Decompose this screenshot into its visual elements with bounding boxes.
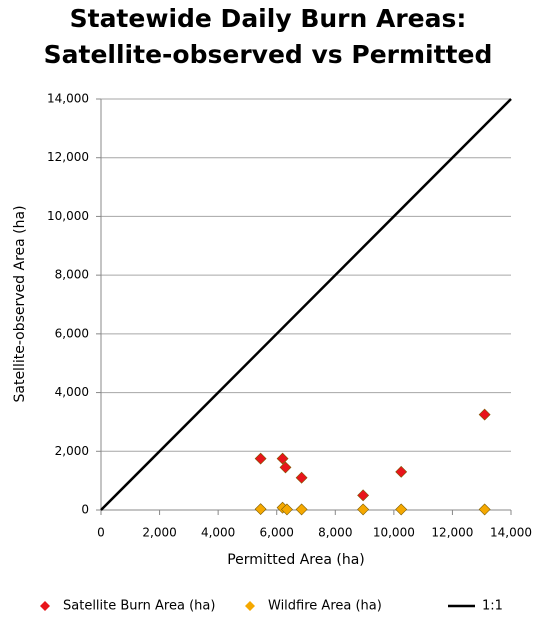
x-tick-label: 0 [97,526,105,540]
legend-label: Wildfire Area (ha) [268,599,382,614]
x-tick-label: 14,000 [490,526,532,540]
y-axis-title: Satellite-observed Area (ha) [12,205,28,402]
legend-label: 1:1 [482,599,503,614]
point [395,465,408,478]
x-axis-title: Permitted Area (ha) [227,552,365,568]
x-tick-label: 4,000 [201,526,235,540]
chart-title: Statewide Daily Burn Areas: [70,4,467,33]
y-tick-label: 8,000 [55,268,89,282]
point [295,471,308,484]
point [254,503,267,516]
point [478,408,491,421]
x-tick-label: 6,000 [260,526,294,540]
y-tick-label: 4,000 [55,385,89,399]
point [276,452,289,465]
y-tick-label: 6,000 [55,326,89,340]
x-tick-label: 10,000 [373,526,415,540]
x-tick-label: 8,000 [318,526,352,540]
point [281,503,293,516]
y-tick-label: 10,000 [47,209,89,223]
legend-swatch [245,601,255,611]
point [254,452,267,465]
point [395,503,408,516]
x-tick-label: 2,000 [142,526,176,540]
y-tick-label: 14,000 [47,92,89,106]
point [279,461,292,474]
legend-swatch [40,601,50,611]
x-tick-label: 12,000 [431,526,473,540]
point [357,503,370,516]
legend-label: Satellite Burn Area (ha) [63,599,215,614]
point [357,489,370,502]
chart-title: Satellite-observed vs Permitted [44,40,493,69]
y-tick-label: 2,000 [55,444,89,458]
line [100,98,512,511]
y-tick-label: 12,000 [47,150,89,164]
point [295,503,308,516]
y-tick-label: 0 [81,503,89,517]
point [478,503,491,516]
